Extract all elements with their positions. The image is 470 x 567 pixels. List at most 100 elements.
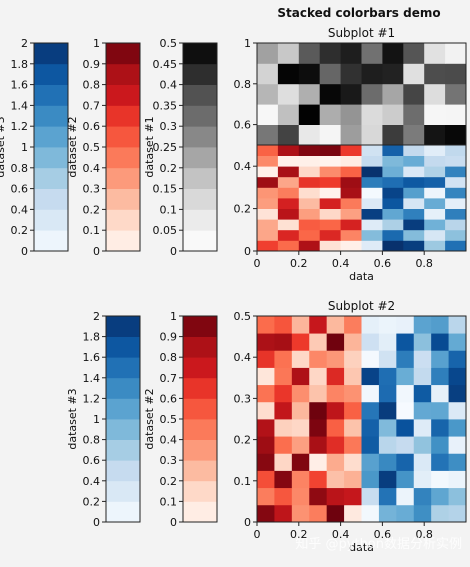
heatmap-cell <box>448 436 467 454</box>
colorbar-swatch <box>34 84 68 106</box>
heatmap-cell <box>291 453 310 471</box>
colorbar-tick-label: 0.35 <box>153 99 178 112</box>
colorbar-swatch <box>106 188 140 210</box>
heatmap-cell <box>257 316 275 334</box>
heatmap-cell <box>257 367 275 386</box>
colorbar-swatch <box>183 147 217 169</box>
heatmap-cell <box>277 176 300 188</box>
colorbar-tick-label: 1.4 <box>11 99 29 112</box>
colorbar-tick-label: 0.1 <box>83 224 101 237</box>
colorbar-swatch <box>34 105 68 127</box>
colorbar-swatch <box>106 84 140 106</box>
colorbar-tick-label: 1 <box>93 37 100 50</box>
heatmap-cell <box>326 367 345 386</box>
heatmap-cell <box>344 453 362 471</box>
heatmap-cell <box>291 470 310 489</box>
heatmap-cell <box>319 208 341 220</box>
colorbar-swatch <box>34 230 68 252</box>
colorbar-swatch <box>183 188 217 210</box>
heatmap-cell <box>326 401 345 420</box>
heatmap-cell <box>291 350 310 368</box>
heatmap-cell <box>413 384 432 403</box>
x-axis-label: data <box>349 541 374 554</box>
colorbar-swatch <box>106 419 140 440</box>
heatmap-cell <box>340 166 362 178</box>
colorbar-tick-label: 0.2 <box>160 162 178 175</box>
colorbar-tick-label: 0.3 <box>83 183 101 196</box>
colorbar-tick-label: 0.3 <box>160 454 178 467</box>
heatmap-cell <box>309 333 328 351</box>
heatmap-cell <box>344 367 362 386</box>
subplot-title: Subplot #2 <box>328 299 395 313</box>
colorbar-swatch <box>34 147 68 169</box>
heatmap-cell <box>413 436 432 454</box>
heatmap-cell <box>319 166 341 178</box>
colorbar-tick-label: 0.25 <box>153 141 178 154</box>
colorbar-swatch <box>183 501 217 523</box>
colorbar-tick-label: 0.9 <box>160 331 178 344</box>
heatmap-cell <box>382 145 404 156</box>
colorbar-label: dataset #2 <box>143 388 156 449</box>
heatmap-cell <box>361 219 383 231</box>
x-tick-label: 0.2 <box>290 257 308 270</box>
colorbar-tick-label: 0.6 <box>11 183 29 196</box>
heatmap-cell <box>257 487 275 506</box>
heatmap-cell <box>378 384 397 403</box>
colorbar-tick-label: 0.1 <box>160 203 178 216</box>
heatmap-cell <box>319 124 341 146</box>
heatmap-cell <box>340 104 362 125</box>
heatmap-cell <box>274 384 293 403</box>
colorbar-tick-label: 0.5 <box>160 413 178 426</box>
heatmap-cell <box>257 104 279 125</box>
heatmap-cell <box>277 124 300 146</box>
x-axis-label: data <box>349 270 374 283</box>
colorbar-swatch <box>34 126 68 148</box>
heatmap-cell <box>257 83 279 105</box>
heatmap-cell <box>298 240 321 252</box>
heatmap-cell <box>319 145 341 156</box>
colorbar-tick-label: 1 <box>93 413 100 426</box>
heatmap-cell <box>424 187 446 199</box>
figure-title: Stacked colorbars demo <box>277 6 440 20</box>
heatmap-cell <box>361 229 383 241</box>
colorbar-tick-label: 0.4 <box>83 475 101 488</box>
heatmap-cell <box>340 124 362 146</box>
colorbar-swatch <box>183 105 217 127</box>
colorbar-tick-label: 0.1 <box>160 495 178 508</box>
colorbar-swatch <box>106 357 140 379</box>
heatmap-cell <box>326 419 345 437</box>
heatmap-cell <box>274 316 293 334</box>
colorbar-tick-label: 0.8 <box>83 79 101 92</box>
heatmap-cell <box>413 470 432 489</box>
heatmap-cell <box>344 401 362 420</box>
heatmap-cell <box>257 219 279 231</box>
heatmap-cell <box>382 83 404 105</box>
heatmap-cell <box>309 384 328 403</box>
heatmap-cell <box>326 453 345 471</box>
heatmap-cell <box>309 419 328 437</box>
heatmap-cell <box>298 104 321 125</box>
heatmap-cell <box>291 401 310 420</box>
heatmap-cell <box>413 504 432 523</box>
heatmap-cell <box>431 436 449 454</box>
colorbar-tick-label: 0.2 <box>11 224 29 237</box>
heatmap-cell <box>424 229 446 241</box>
y-tick-label: 0.6 <box>234 119 252 132</box>
heatmap-cell <box>257 155 279 167</box>
heatmap-cell <box>309 487 328 506</box>
heatmap-cell <box>340 240 362 252</box>
heatmap-cell <box>309 350 328 368</box>
colorbar-swatch <box>183 357 217 379</box>
heatmap-cell <box>274 487 293 506</box>
heatmap-cell <box>326 350 345 368</box>
heatmap-cell <box>257 176 279 188</box>
colorbar-swatch <box>34 63 68 85</box>
subplot-1: 0 0.2 0.4 0.6 0.8 1 1.2 1.4 1.6 1.8 2 dataset #3 0 0.… <box>0 26 467 283</box>
heatmap-cell <box>319 43 341 64</box>
heatmap-cell <box>424 198 446 209</box>
colorbar-tick-label: 0 <box>93 245 100 258</box>
heatmap-cell <box>382 198 404 209</box>
heatmap-cell <box>424 63 446 85</box>
heatmap-cell <box>291 504 310 523</box>
heatmap-cell <box>340 145 362 156</box>
